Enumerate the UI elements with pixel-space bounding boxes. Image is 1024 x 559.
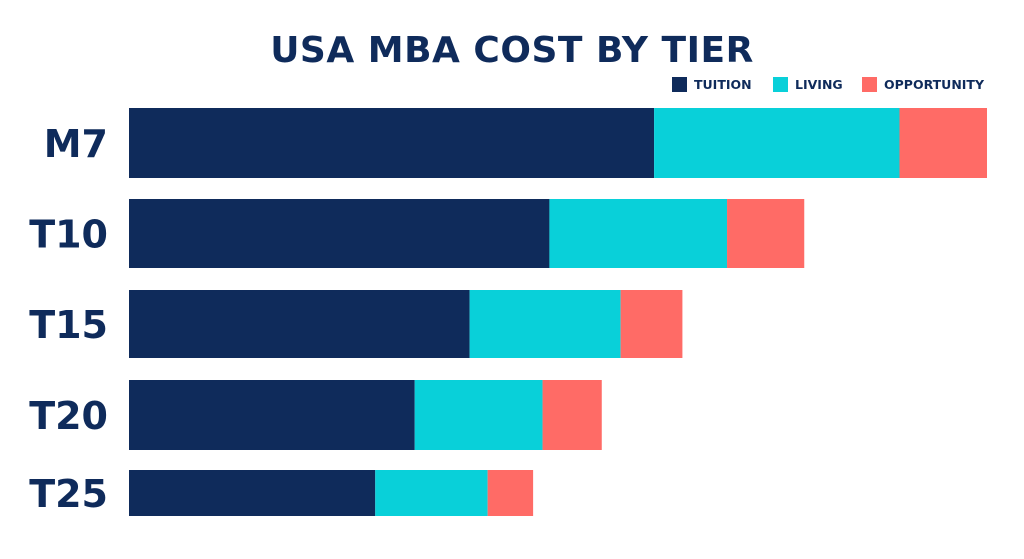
bar-m7-tuition <box>129 108 655 178</box>
legend-swatch-tuition <box>672 77 687 92</box>
category-label-t10: T10 <box>29 213 108 257</box>
bar-t20-opportunity <box>542 380 602 450</box>
bar-t25-tuition <box>129 470 376 516</box>
bar-segments <box>129 108 987 516</box>
legend-swatch-opportunity <box>862 77 877 92</box>
chart-legend: TUITION LIVING OPPORTUNITY <box>672 77 985 92</box>
category-labels: M7 T10 T15 T20 T25 <box>29 122 108 516</box>
bar-t15-living <box>469 290 621 358</box>
bar-t10-living <box>549 199 728 268</box>
bar-t15-tuition <box>129 290 470 358</box>
legend-label-living: LIVING <box>795 77 843 92</box>
bar-t10-tuition <box>129 199 550 268</box>
bar-t25-opportunity <box>487 470 534 516</box>
bar-t25-living <box>375 470 488 516</box>
bar-t20-living <box>414 380 543 450</box>
bar-m7-opportunity <box>899 108 987 178</box>
bar-m7-living <box>654 108 900 178</box>
category-label-m7: M7 <box>44 122 108 166</box>
category-label-t15: T15 <box>29 303 108 347</box>
category-label-t20: T20 <box>29 394 108 438</box>
category-label-t25: T25 <box>29 472 108 516</box>
legend-label-opportunity: OPPORTUNITY <box>884 77 985 92</box>
legend-label-tuition: TUITION <box>694 77 752 92</box>
legend-swatch-living <box>773 77 788 92</box>
bar-t10-opportunity <box>727 199 805 268</box>
bar-t15-opportunity <box>620 290 683 358</box>
bar-t20-tuition <box>129 380 415 450</box>
chart-title: USA MBA COST BY TIER <box>270 30 754 71</box>
